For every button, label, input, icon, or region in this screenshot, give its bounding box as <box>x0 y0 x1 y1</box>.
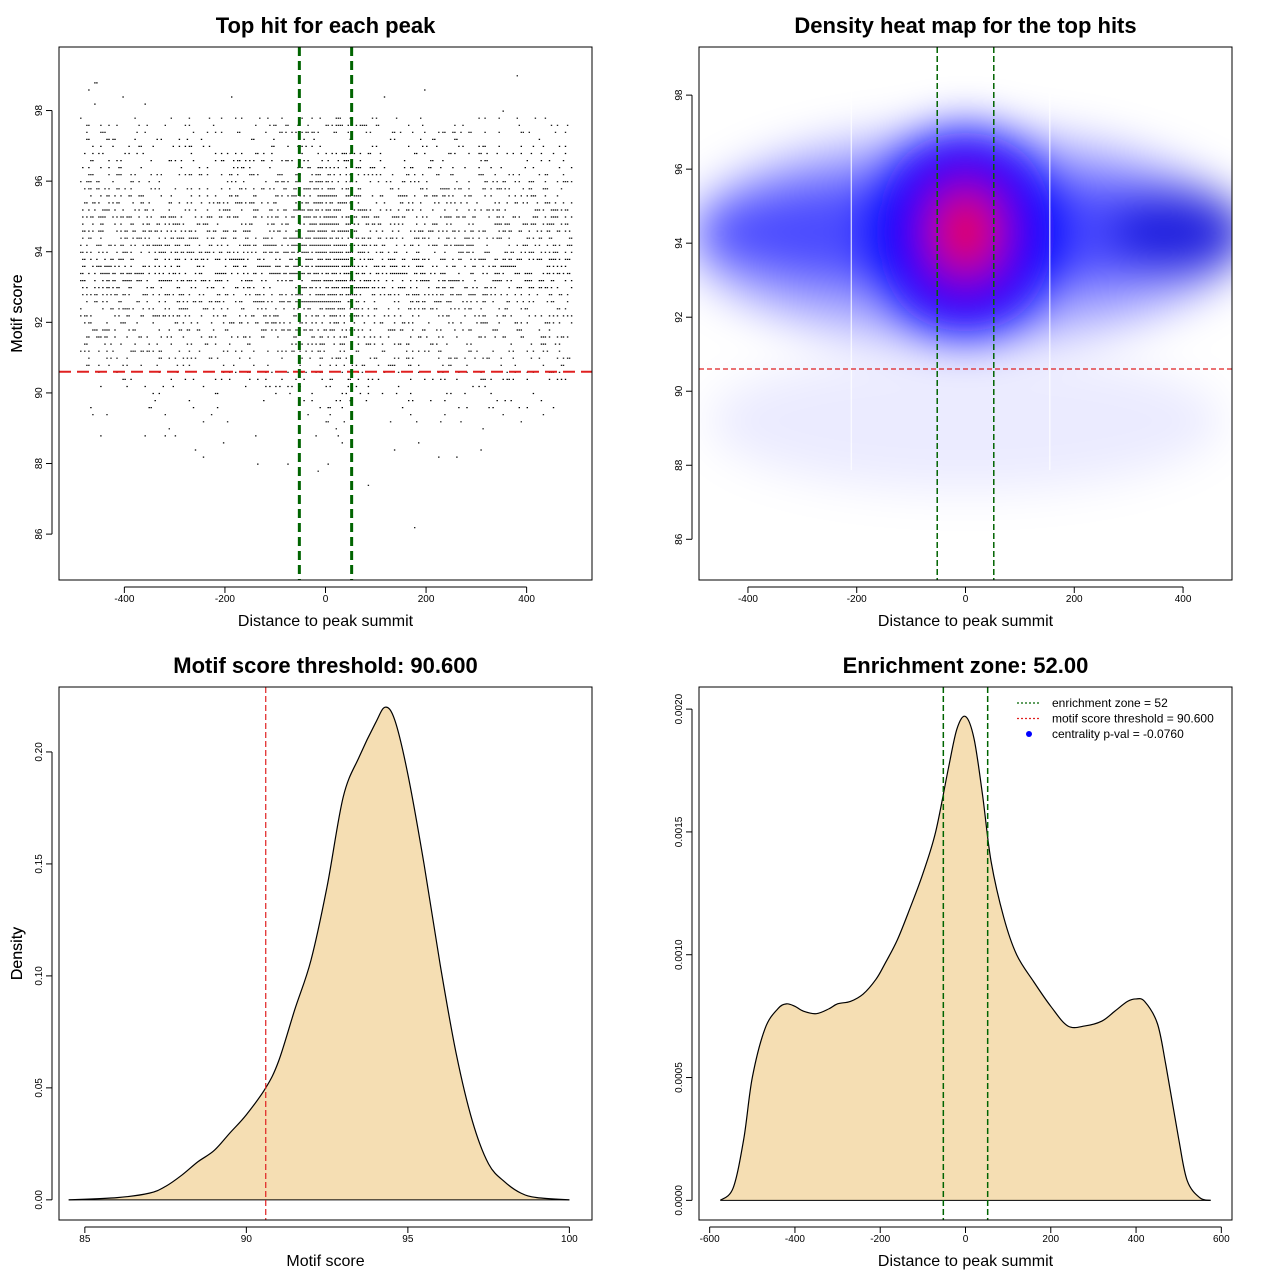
x-tick-label: 400 <box>1128 1234 1145 1245</box>
y-tick-label: 98 <box>34 105 45 117</box>
y-tick-label: 96 <box>674 163 685 175</box>
legend-marker <box>1026 731 1032 737</box>
y-axis: 86 88 90 92 94 96 98 <box>674 89 693 545</box>
y-tick-label: 88 <box>34 458 45 470</box>
y-tick-label: 0.0005 <box>674 1062 685 1093</box>
density-curve <box>719 715 1211 1201</box>
panel-score-density: Motif score threshold: 90.600 Motif score… <box>9 653 593 1270</box>
heat-blob-low <box>709 350 1222 491</box>
density-area <box>68 707 570 1200</box>
y-tick-label: 96 <box>34 175 45 187</box>
legend-label: motif score threshold = 90.600 <box>1052 712 1214 726</box>
plot-frame <box>698 686 1233 1221</box>
x-tick-label: -200 <box>215 594 235 605</box>
y-tick-label: 0.0020 <box>674 693 685 724</box>
y-tick-label: 86 <box>34 528 45 540</box>
y-tick-label: 0.15 <box>34 854 45 874</box>
plot-frame <box>58 686 593 1221</box>
panel-distance-density: Enrichment zone: 52.00 Distance to peak s… <box>9 653 1233 1270</box>
y-axis: 86 88 90 92 94 96 98 <box>34 105 53 540</box>
x-axis-label: Motif score <box>286 1253 364 1270</box>
x-tick-label: 200 <box>1066 594 1083 605</box>
y-tick-label: 0.0000 <box>674 1185 685 1216</box>
legend: enrichment zone = 52 motif score threshol… <box>1017 696 1214 741</box>
x-axis: -600 -400 -200 0 200 400 600 <box>700 1226 1230 1245</box>
y-axis: 0.00 0.05 0.10 0.15 0.20 <box>34 742 53 1210</box>
heatmap-blobs <box>699 127 1232 491</box>
y-axis-label: Density <box>9 927 26 980</box>
panel-scatter: Top hit for each peak Distance to peak su… <box>9 13 593 630</box>
density-area <box>720 716 1211 1201</box>
y-tick-label: 0.05 <box>34 1078 45 1098</box>
y-tick-label: 0.00 <box>34 1190 45 1210</box>
chart-title: Top hit for each peak <box>216 13 436 38</box>
y-tick-label: 94 <box>674 237 685 249</box>
y-tick-label: 92 <box>34 316 45 328</box>
x-axis: -400 -200 0 200 400 <box>738 586 1192 605</box>
x-tick-label: 0 <box>963 1234 969 1245</box>
x-tick-label: 600 <box>1213 1234 1230 1245</box>
y-axis-label: Density <box>9 927 26 980</box>
legend-label: centrality p-val = -0.0760 <box>1052 727 1184 741</box>
x-axis: -400 -200 0 200 400 <box>114 586 535 605</box>
y-tick-label: 0.0015 <box>674 816 685 847</box>
y-tick-label: 98 <box>674 89 685 101</box>
y-axis-label: Motif score <box>9 274 26 352</box>
x-tick-label: 100 <box>561 1234 578 1245</box>
x-tick-label: -400 <box>738 594 758 605</box>
y-axis: 0.0000 0.0005 0.0010 0.0015 0.0020 <box>674 693 693 1216</box>
x-tick-label: -200 <box>870 1234 890 1245</box>
chart-title: Motif score threshold: 90.600 <box>173 653 477 678</box>
y-tick-label: 0.10 <box>34 966 45 986</box>
x-axis-label: Distance to peak summit <box>878 613 1054 630</box>
y-axis-label: Motif score <box>9 274 26 352</box>
y-tick-label: 88 <box>674 459 685 471</box>
y-tick-label: 92 <box>674 311 685 323</box>
data-point <box>80 75 573 529</box>
x-tick-label: 85 <box>79 1234 91 1245</box>
x-tick-label: -600 <box>700 1234 720 1245</box>
x-tick-label: 0 <box>963 594 969 605</box>
x-tick-label: 200 <box>418 594 435 605</box>
x-tick-label: 400 <box>518 594 535 605</box>
heat-core <box>943 198 988 267</box>
chart-title: Density heat map for the top hits <box>794 13 1136 38</box>
x-tick-label: -400 <box>114 594 134 605</box>
y-tick-label: 86 <box>674 533 685 545</box>
y-tick-label: 90 <box>674 385 685 397</box>
x-tick-label: 95 <box>402 1234 414 1245</box>
scatter-points <box>80 75 573 529</box>
plot-frame <box>698 46 1233 581</box>
x-axis-label: Distance to peak summit <box>878 1253 1054 1270</box>
x-tick-label: -200 <box>847 594 867 605</box>
x-tick-label: 400 <box>1175 594 1192 605</box>
x-tick-label: 200 <box>1042 1234 1059 1245</box>
x-tick-label: 90 <box>241 1234 253 1245</box>
chart-title: Enrichment zone: 52.00 <box>843 653 1089 678</box>
x-axis-label: Distance to peak summit <box>238 613 414 630</box>
x-axis: 85 90 95 100 <box>79 1226 578 1245</box>
x-tick-label: 0 <box>323 594 329 605</box>
y-tick-label: 90 <box>34 387 45 399</box>
y-tick-label: 94 <box>34 246 45 258</box>
heatmap-layer <box>699 77 1232 491</box>
x-tick-label: -400 <box>785 1234 805 1245</box>
plot-frame <box>58 46 593 581</box>
panel-heatmap: Density heat map for the top hits Distanc… <box>9 13 1233 630</box>
y-tick-label: 0.0010 <box>674 939 685 970</box>
legend-label: enrichment zone = 52 <box>1052 696 1168 710</box>
heat-blob-right <box>1113 192 1232 273</box>
density-curve <box>68 706 570 1201</box>
y-tick-label: 0.20 <box>34 742 45 762</box>
